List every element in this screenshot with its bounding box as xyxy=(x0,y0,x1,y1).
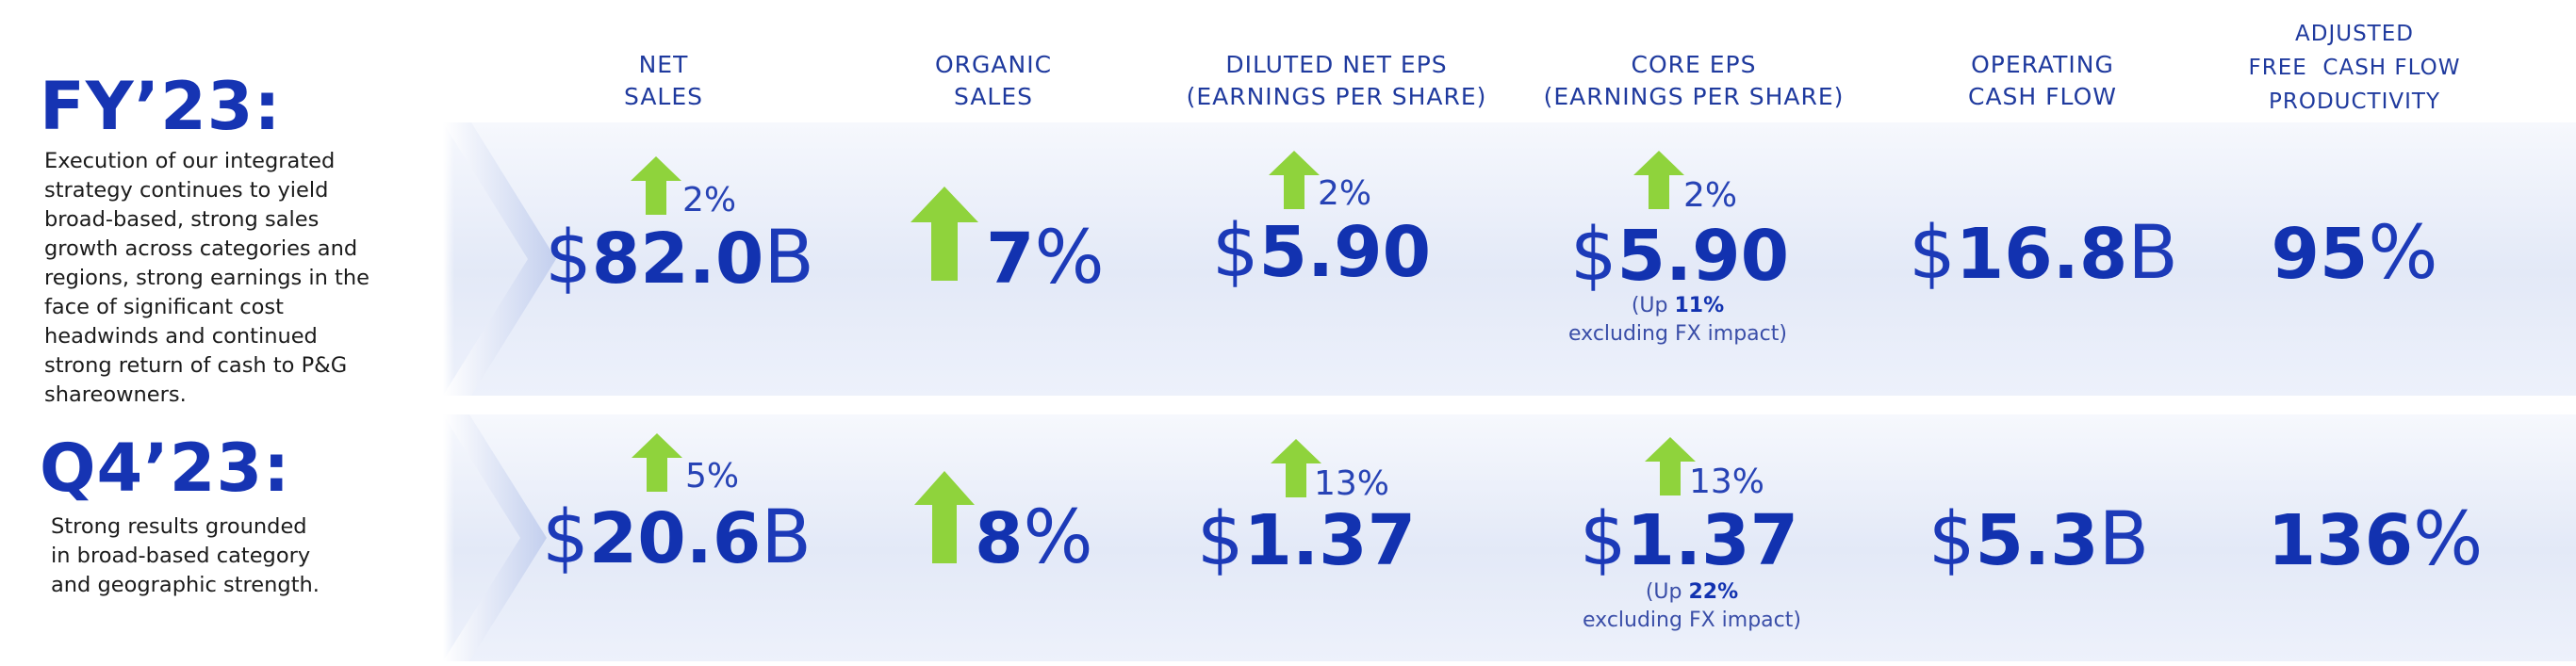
up-arrow-icon xyxy=(914,471,975,563)
fy23-title: FY’23: xyxy=(40,68,282,145)
fy23-organic-sales-value: 7% xyxy=(986,216,1105,301)
up-arrow-icon xyxy=(631,156,681,215)
header-operating-cash-flow: OPERATING CASH FLOW xyxy=(1968,51,2117,110)
up-arrow-icon xyxy=(1271,439,1321,497)
fy23-diluted-eps-value: $5.90 xyxy=(1211,209,1432,294)
column-headers: NET SALES ORGANIC SALES DILUTED NET EPS … xyxy=(0,0,2576,122)
q423-net-sales-value: $20.6B xyxy=(542,495,812,580)
q423-operating-cash-flow-value: $5.3B xyxy=(1928,497,2150,582)
fy23-operating-cash-flow-value: $16.8B xyxy=(1909,211,2178,296)
fy23-net-sales-value: $82.0B xyxy=(545,216,814,301)
q423-core-eps-note: (Up 22% excluding FX impact) xyxy=(1583,580,1801,632)
q423-net-sales-change: 5% xyxy=(685,457,740,495)
header-net-sales: NET SALES xyxy=(623,51,704,110)
up-arrow-icon xyxy=(1633,151,1684,209)
chevron-right-icon xyxy=(443,414,547,661)
fy23-net-sales-change: 2% xyxy=(682,181,737,219)
header-core-eps: CORE EPS (EARNINGS PER SHARE) xyxy=(1543,51,1845,110)
fy23-core-eps-value: $5.90 xyxy=(1569,213,1790,298)
q423-diluted-eps-value: $1.37 xyxy=(1196,497,1417,582)
header-organic-sales: ORGANIC SALES xyxy=(934,51,1053,110)
up-arrow-icon xyxy=(1269,151,1320,209)
up-arrow-icon xyxy=(911,187,978,281)
up-arrow-icon xyxy=(1645,437,1696,495)
fy23-description: Execution of our integrated strategy con… xyxy=(44,149,369,407)
fy23-core-eps-note: (Up 11% excluding FX impact) xyxy=(1568,294,1787,346)
q423-adjusted-fcf-value: 136% xyxy=(2267,497,2484,582)
q423-diluted-eps-change: 13% xyxy=(1314,464,1390,503)
q423-title: Q4’23: xyxy=(40,430,291,507)
up-arrow-icon xyxy=(632,433,682,492)
q423-metrics-band xyxy=(443,414,2576,661)
header-adjusted-fcf: ADJUSTED FREE CASH FLOW PRODUCTIVITY xyxy=(2248,22,2461,114)
fy23-metrics-band xyxy=(443,122,2576,396)
q423-core-eps-value: $1.37 xyxy=(1579,497,1799,582)
header-diluted-eps: DILUTED NET EPS (EARNINGS PER SHARE) xyxy=(1186,51,1487,110)
chevron-right-icon xyxy=(443,122,556,396)
fy23-core-eps-change: 2% xyxy=(1683,176,1738,215)
q423-core-eps-change: 13% xyxy=(1689,463,1765,501)
fy23-adjusted-fcf-value: 95% xyxy=(2271,211,2438,296)
fy23-diluted-eps-change: 2% xyxy=(1318,174,1372,213)
q423-description: Strong results grounded in broad-based c… xyxy=(51,514,320,597)
q423-organic-sales-value: 8% xyxy=(975,495,1093,580)
